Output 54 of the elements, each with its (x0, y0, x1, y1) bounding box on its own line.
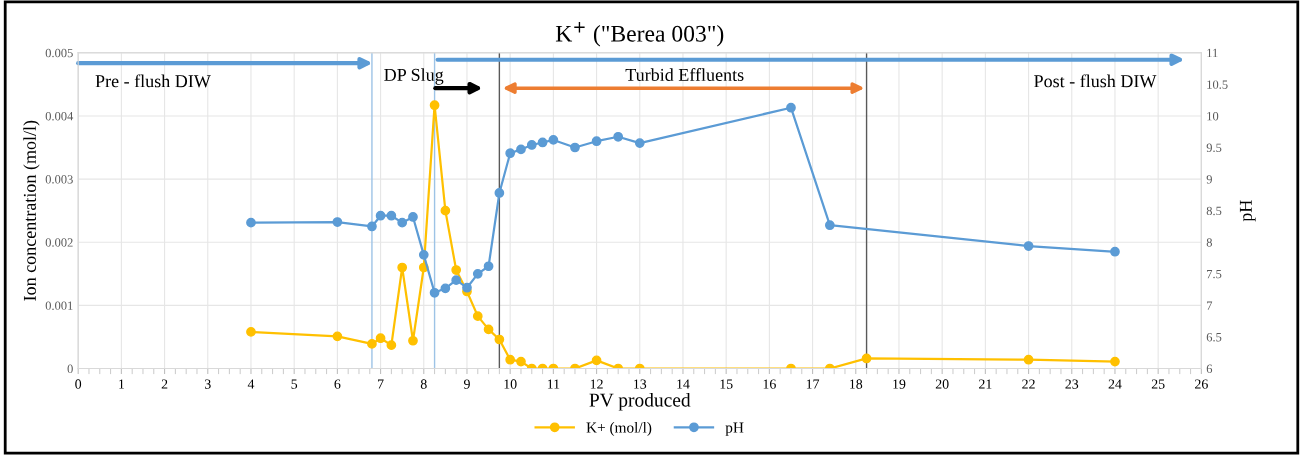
y2-tick-label: 8.5 (1206, 206, 1222, 216)
x-tick-label: 8 (420, 379, 427, 389)
x-tick-label: 24 (1108, 379, 1122, 389)
annotation: DP Slug (384, 68, 444, 85)
y2-tick-label: 7.5 (1207, 269, 1222, 279)
y-axis-title: Ion concentration (mol/l) (23, 120, 40, 301)
chart-title: K$^{+}$ ("Berea 003") (555, 22, 724, 47)
x-tick-label: 13 (634, 379, 647, 389)
x-axis-title: PV produced (589, 392, 691, 411)
legend-label: pH (725, 422, 744, 436)
y2-tick-label: 9 (1206, 175, 1212, 184)
x-tick-label: 22 (1022, 379, 1035, 389)
y2-axis-title: pH (1239, 200, 1256, 222)
x-tick-label: 4 (247, 379, 255, 389)
x-tick-label: 7 (378, 379, 384, 389)
x-tick-label: 20 (935, 379, 949, 389)
x-tick-label: 1 (119, 379, 125, 389)
x-tick-label: 16 (763, 379, 776, 389)
annotation: Post - flush DIW (1034, 74, 1157, 88)
x-tick-label: 19 (893, 379, 906, 389)
y-tick-label: 0.003 (45, 175, 73, 184)
x-tick-label: 14 (677, 379, 690, 389)
x-tick-label: 21 (979, 379, 992, 389)
y-tick-label: 0 (67, 364, 73, 374)
y2-tick-label: 8 (1206, 238, 1212, 247)
x-tick-label: 23 (1065, 379, 1079, 389)
x-tick-label: 26 (1195, 379, 1208, 389)
x-tick-label: 25 (1151, 379, 1165, 389)
y-tick-label: 0.005 (45, 48, 73, 58)
x-tick-label: 2 (161, 379, 168, 389)
y-tick-label: 0.004 (45, 111, 74, 121)
x-tick-label: 17 (806, 379, 820, 389)
y2-tick-label: 9.5 (1206, 143, 1222, 153)
y2-tick-label: 6 (1206, 364, 1213, 374)
x-tick-label: 15 (720, 379, 733, 389)
y2-tick-label: 10 (1207, 111, 1219, 121)
x-tick-label: 10 (504, 379, 517, 389)
x-tick-label: 9 (463, 379, 470, 389)
annotation: Pre - flush DIW (95, 74, 211, 88)
x-tick-label: 5 (291, 379, 298, 389)
x-tick-label: 3 (204, 379, 211, 389)
x-tick-label: 0 (75, 379, 82, 389)
y-tick-label: 0.002 (45, 238, 73, 247)
x-tick-label: 6 (334, 379, 341, 389)
y-tick-label: 0.001 (45, 301, 73, 310)
y2-tick-label: 6.5 (1206, 333, 1222, 342)
y2-tick-label: 7 (1207, 301, 1213, 310)
y2-tick-label: 11 (1207, 48, 1218, 58)
annotation: Turbid Effluents (625, 68, 744, 81)
x-tick-label: 11 (547, 379, 560, 389)
x-tick-label: 18 (850, 379, 863, 389)
x-tick-label: 12 (590, 379, 603, 389)
y2-tick-label: 10.5 (1207, 80, 1228, 89)
legend-label: K+ (mol/l) (586, 422, 652, 436)
